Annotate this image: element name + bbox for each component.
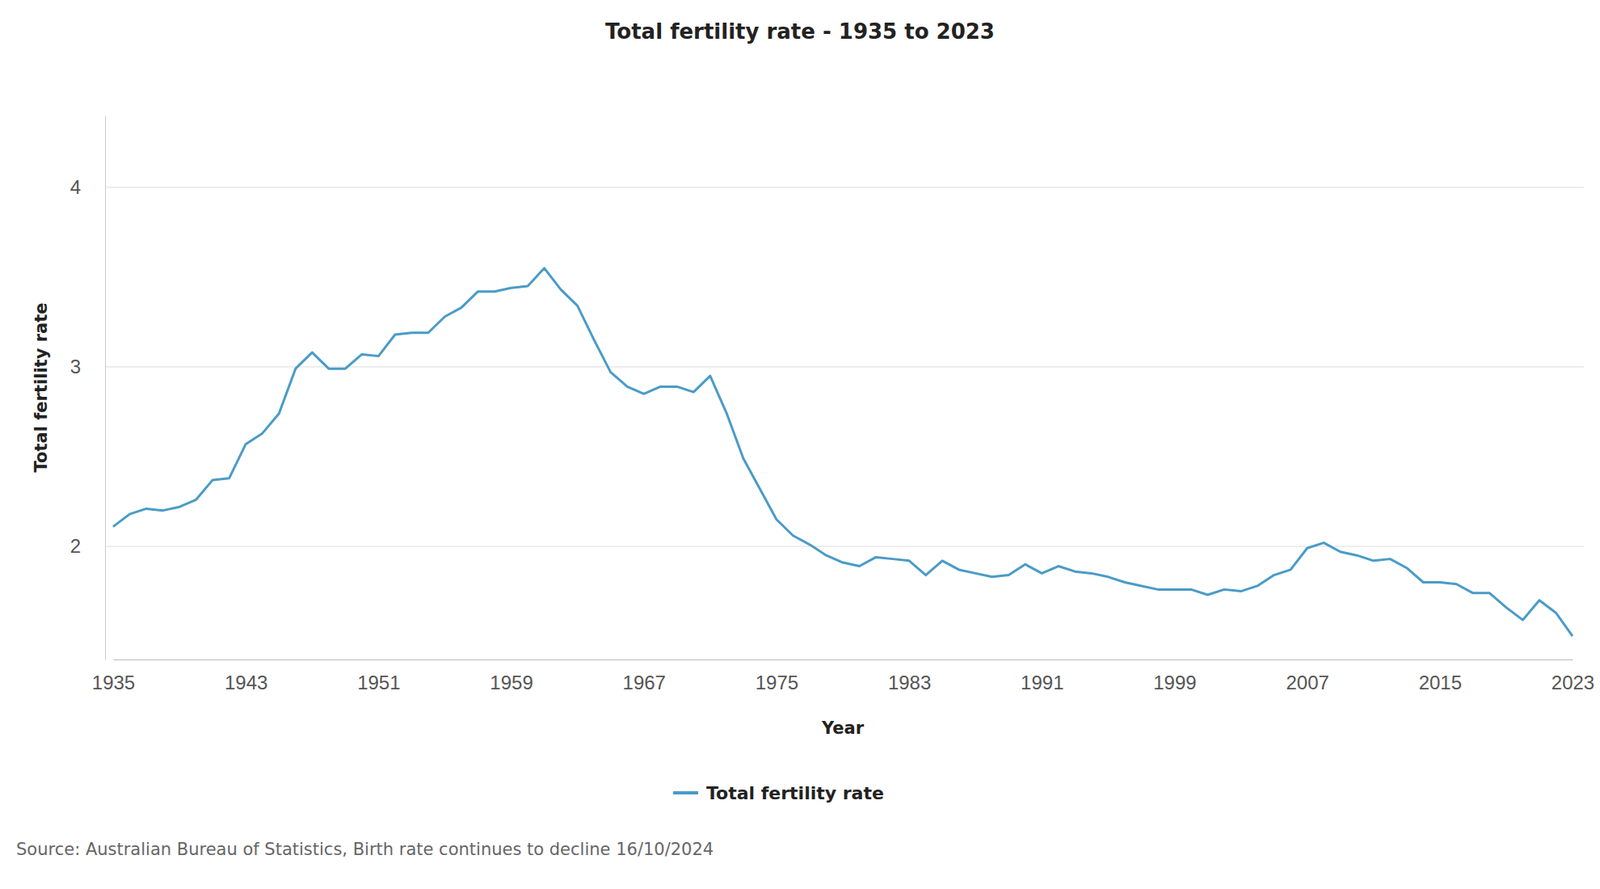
y-tick: 3 xyxy=(70,355,106,378)
x-tick: 1999 xyxy=(1153,659,1196,694)
x-axis-line xyxy=(113,659,1574,661)
x-tick-label: 1967 xyxy=(623,671,666,694)
x-axis: 1935 1943 1951 1959 1967 1975 1983 1991 1999 2007… xyxy=(92,659,1595,694)
source: Source: Australian Bureau of Statistics,… xyxy=(16,839,714,859)
chart: Total fertility rate - 1935 to 2023 2 3 4 19… xyxy=(0,0,1600,889)
x-tick-label: 2015 xyxy=(1418,671,1462,694)
plot-area xyxy=(113,268,1573,636)
y-tick: 2 xyxy=(70,534,106,557)
x-tick-label: 2007 xyxy=(1285,671,1329,694)
y-axis: 2 3 4 xyxy=(70,116,106,661)
legend: Total fertility rate xyxy=(673,783,885,804)
y-tick-label: 2 xyxy=(70,534,81,557)
x-tick: 1967 xyxy=(623,659,666,694)
x-tick: 2023 xyxy=(1551,659,1595,694)
x-tick: 1951 xyxy=(357,659,400,694)
x-axis-title: Year xyxy=(821,718,865,738)
x-tick-label: 1999 xyxy=(1153,671,1196,694)
x-tick: 1991 xyxy=(1020,659,1064,694)
x-tick-label: 1951 xyxy=(357,671,400,694)
x-tick: 1975 xyxy=(755,659,799,694)
y-tick: 4 xyxy=(70,176,106,198)
legend-swatch xyxy=(673,791,699,795)
x-tick: 1935 xyxy=(92,659,135,694)
x-tick: 1959 xyxy=(489,659,533,694)
x-tick-label: 1935 xyxy=(92,671,135,694)
line xyxy=(113,268,1573,636)
x-tick-label: 1959 xyxy=(489,671,533,694)
y-tick-label: 3 xyxy=(70,355,81,378)
y-tick-label: 4 xyxy=(70,176,81,198)
x-tick: 2007 xyxy=(1285,659,1329,694)
title: Total fertility rate - 1935 to 2023 xyxy=(605,19,995,44)
y-axis-title: Total fertility rate xyxy=(31,303,51,473)
x-tick: 1943 xyxy=(224,659,268,694)
x-tick-label: 1983 xyxy=(888,671,931,694)
grid-line xyxy=(105,546,1584,548)
x-tick-label: 1975 xyxy=(755,671,799,694)
legend-label: Total fertility rate xyxy=(706,783,885,804)
x-tick-label: 2023 xyxy=(1551,671,1595,694)
y-axis-line xyxy=(105,116,106,661)
x-tick-label: 1991 xyxy=(1020,671,1064,694)
x-tick-label: 1943 xyxy=(224,671,268,694)
x-tick: 1983 xyxy=(888,659,931,694)
x-tick: 2015 xyxy=(1418,659,1462,694)
grid-line xyxy=(105,186,1584,188)
